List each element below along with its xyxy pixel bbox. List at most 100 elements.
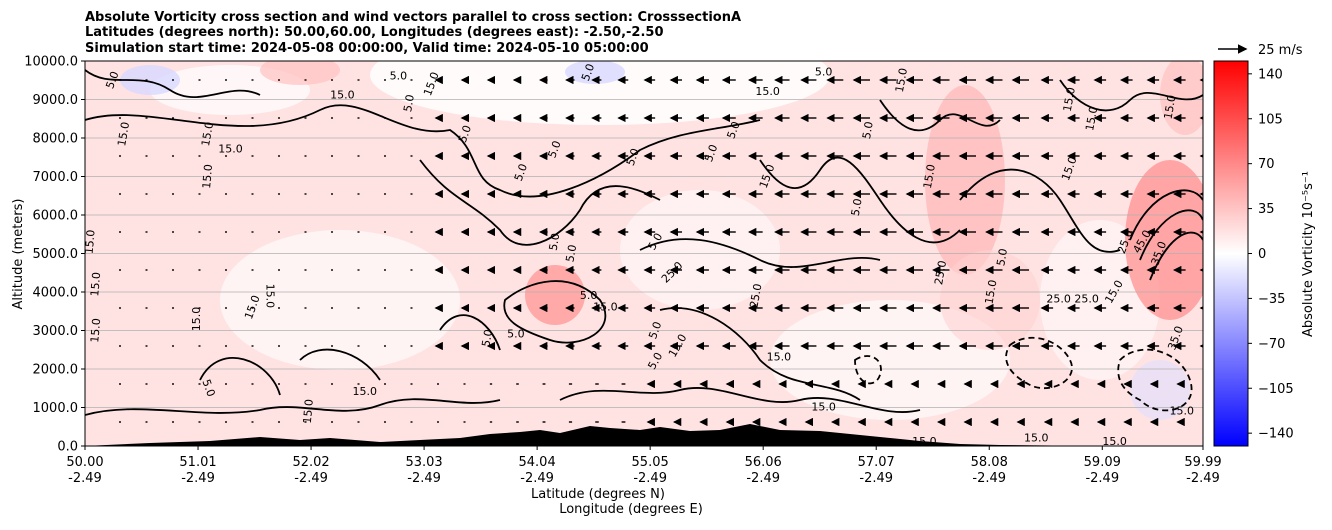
contour-line: [199, 357, 281, 396]
y-tick-label: 8000.0: [33, 132, 79, 147]
x-tick-label-lon: -2.49: [1085, 471, 1119, 486]
x-tick-label-lon: -2.49: [68, 471, 102, 486]
contour-label: 5.0: [624, 147, 642, 168]
colorbar-tick-label: −70: [1258, 337, 1285, 352]
x-tick-label-lat: 55.05: [632, 455, 669, 470]
field-patch: [620, 190, 780, 310]
contour-label: 5.0: [994, 248, 1010, 267]
y-tick-label: 1000.0: [33, 401, 79, 416]
contour-label: 5.0: [507, 327, 525, 340]
colorbar-tick-label: 0: [1258, 247, 1266, 262]
x-tick-label-lon: -2.49: [746, 471, 780, 486]
contour-label: 15.0: [199, 121, 216, 147]
contour-label: 5.0: [479, 328, 495, 347]
y-axis-ticks: 0.0 1000.0 2000.0 3000.0 4000.0 5000.0 6000.0 7…: [24, 55, 85, 455]
colorbar-tick-label: 140: [1258, 67, 1283, 82]
x-tick-label-lon: -2.49: [520, 471, 554, 486]
contour-line: [639, 238, 881, 268]
y-tick-label: 0.0: [57, 440, 78, 455]
contour-label: 15.0: [1083, 105, 1100, 131]
contour-label: 15.0: [88, 318, 103, 344]
x-tick-label-lat: 56.06: [745, 455, 782, 470]
field-patch: [1125, 160, 1203, 320]
grid-lines: [85, 61, 1203, 446]
field-patch: [1160, 61, 1203, 135]
contour-label: 15.0: [921, 163, 938, 189]
contour-line: [1005, 336, 1073, 390]
x-tick-label-lat: 59.09: [1084, 455, 1121, 470]
contour-line: [1059, 79, 1203, 112]
contour-line: [1139, 209, 1203, 261]
x-axis-ticks: 50.00-2.4951.01-2.4952.02-2.4953.03-2.49…: [66, 446, 1222, 486]
contour-label: 15.0: [190, 307, 203, 332]
quiver-key-label: 25 m/s: [1258, 43, 1303, 58]
contour-label: 25.0: [932, 259, 949, 285]
x-tick-label-lon: -2.49: [859, 471, 893, 486]
contour-label: 5.0: [579, 62, 597, 83]
contour-label: 5.0: [401, 94, 417, 113]
x-tick-label-lat: 54.04: [519, 455, 556, 470]
contour-label: 25.0: [747, 283, 764, 309]
x-axis-label-line-1: Latitude (degrees N): [531, 487, 665, 502]
contour-label: 15.0: [593, 300, 618, 313]
contour-label: 15.0: [330, 89, 355, 102]
contour-line: [85, 104, 761, 198]
contour-label: 25.0: [1046, 293, 1071, 306]
y-tick-label: 5000.0: [33, 247, 79, 262]
field-patch: [220, 230, 460, 370]
x-tick-label-lat: 52.02: [292, 455, 329, 470]
quiver-key: 25 m/s: [1218, 43, 1303, 58]
x-tick-label-lat: 51.01: [179, 455, 216, 470]
x-tick-label-lat: 50.00: [66, 455, 103, 470]
x-axis-label-line-2: Longitude (degrees E): [559, 502, 703, 517]
colorbar-tick-label: −140: [1258, 427, 1294, 442]
contour-line: [419, 159, 661, 246]
y-axis-label: Altitude (meters): [11, 199, 26, 310]
contour-label: 5.0: [702, 143, 720, 164]
x-tick-label-lon: -2.49: [1186, 471, 1220, 486]
field-patch: [525, 265, 585, 325]
contour-label: 5.0: [545, 139, 563, 160]
x-tick-label-lat: 53.03: [405, 455, 442, 470]
contour-label: 15.0: [1024, 431, 1049, 444]
contour-line: [85, 398, 501, 416]
contour-label: 25.0: [1074, 293, 1099, 306]
y-tick-label: 7000.0: [33, 170, 79, 185]
contour-label: 5.0: [456, 124, 474, 145]
x-tick-label-lon: -2.49: [294, 471, 328, 486]
contour-label: 5.0: [103, 70, 121, 91]
wind-vectors: [119, 75, 1203, 427]
contour-label: 5.0: [390, 69, 408, 82]
contour-label: 15.0: [83, 229, 98, 255]
contour-label: 15.0: [755, 85, 780, 98]
contour-label: 5.0: [725, 120, 743, 141]
field-patch: [565, 61, 625, 84]
contour-label: 5.0: [563, 244, 579, 263]
vorticity-field: [120, 61, 1203, 420]
x-tick-label-lon: -2.49: [407, 471, 441, 486]
contour-label: 15.0: [218, 143, 243, 156]
y-tick-label: 9000.0: [33, 93, 79, 108]
contour-label: 5.0: [849, 197, 865, 216]
colorbar-label: Absolute Vorticity 10⁻⁵s⁻¹: [1301, 171, 1316, 337]
contour-label: 5.0: [199, 378, 217, 399]
contour-label: 15.0: [982, 279, 999, 305]
contour-label: 15.0: [1162, 94, 1179, 120]
colorbar-tick-label: 70: [1258, 157, 1275, 172]
x-tick-label-lon: -2.49: [181, 471, 215, 486]
contour-label: 5.0: [815, 66, 833, 79]
contour-label: 5.0: [860, 120, 876, 139]
plot-area: 15.015.015.015.05.015.015.015.015.015.0 1…: [83, 61, 1203, 448]
colorbar-gradient: [1213, 60, 1249, 447]
contour-label: 15.0: [912, 435, 937, 448]
contour-label: 5.0: [646, 320, 664, 341]
contour-label: 5.0: [580, 289, 598, 302]
contour-label: 5.0: [512, 162, 530, 183]
y-tick-label: 2000.0: [33, 363, 79, 378]
colorbar-tick-label: 35: [1258, 202, 1275, 217]
contour-line: [503, 280, 607, 344]
title-line-1: Absolute Vorticity cross section and win…: [85, 10, 741, 25]
contour-label: 15.0: [88, 271, 103, 297]
y-tick-label: 4000.0: [33, 286, 79, 301]
field-patch: [940, 250, 1040, 350]
